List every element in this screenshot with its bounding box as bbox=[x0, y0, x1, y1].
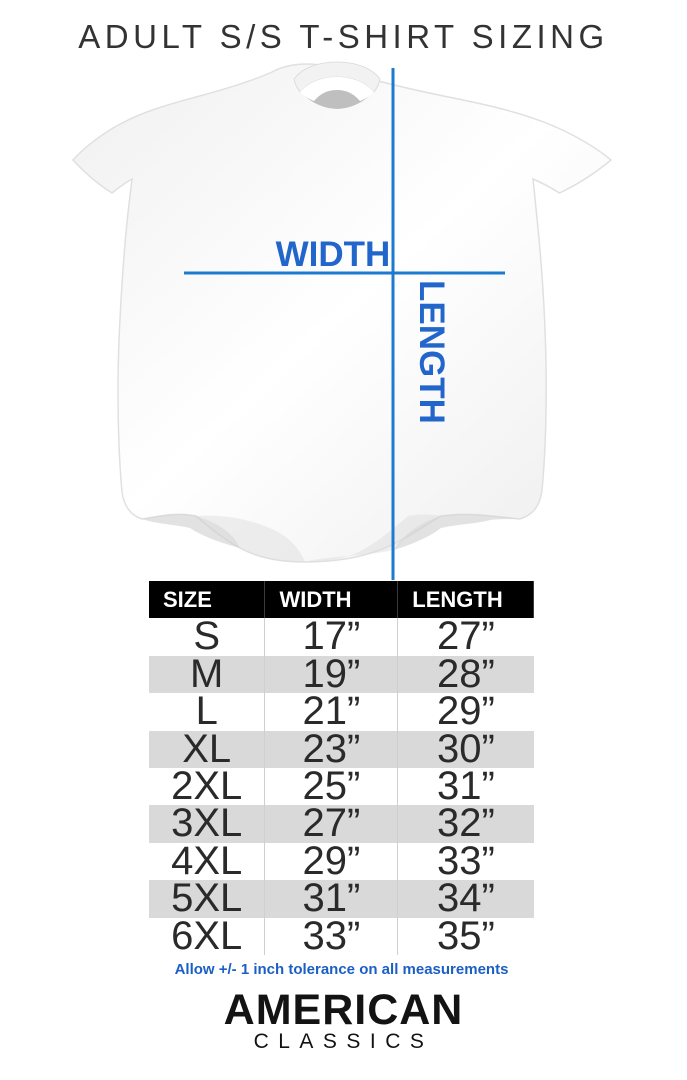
svg-text:WIDTH: WIDTH bbox=[276, 235, 391, 274]
svg-text:LENGTH: LENGTH bbox=[412, 280, 451, 424]
